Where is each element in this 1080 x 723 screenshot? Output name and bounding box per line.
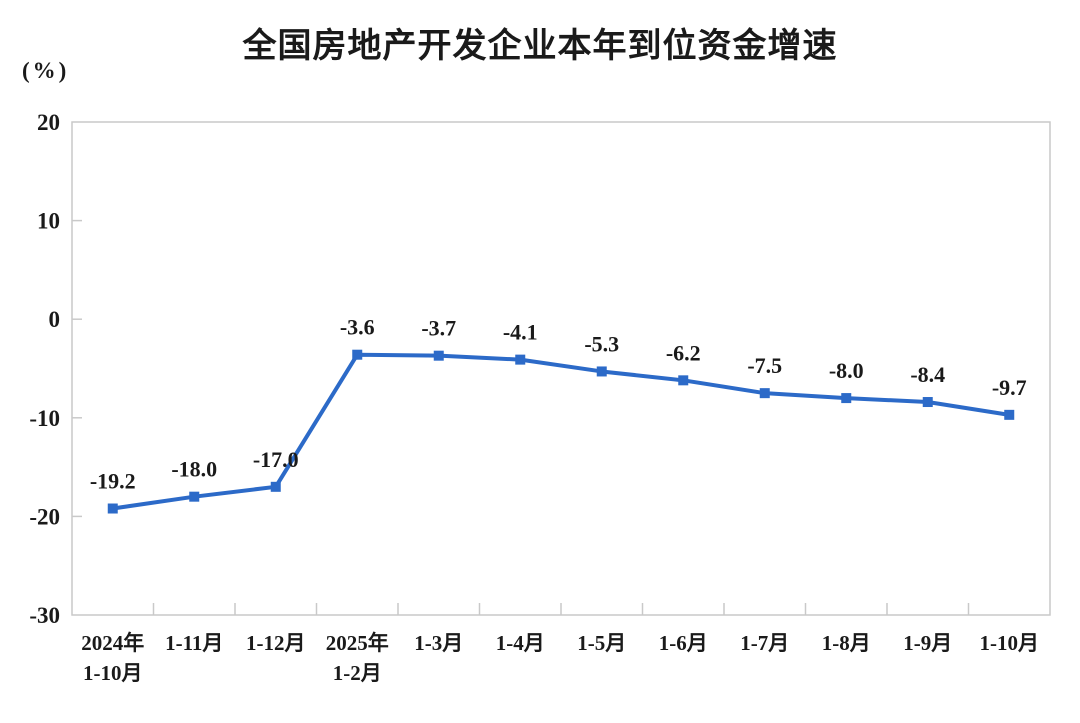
x-category-label: 1-10月 — [980, 631, 1040, 655]
data-point-label: -9.7 — [992, 375, 1027, 400]
plot-border — [71, 121, 1051, 616]
series-line — [110, 352, 1012, 511]
data-point-label: -3.7 — [421, 316, 456, 341]
data-point-label: -7.5 — [747, 353, 782, 378]
x-category-label: 1-9月 — [903, 631, 952, 655]
data-point-label: -6.2 — [666, 340, 701, 365]
x-category-label: 2025年 — [326, 631, 389, 655]
x-category-label: 1-3月 — [414, 631, 463, 655]
data-point-marker — [678, 375, 689, 386]
data-point-label: -4.1 — [503, 320, 538, 345]
data-point-marker — [189, 491, 200, 502]
data-point-label: -3.6 — [340, 315, 375, 340]
y-axis-tick-label: -10 — [29, 406, 60, 431]
data-point-label: -8.4 — [910, 362, 945, 387]
x-category-label: 1-4月 — [496, 631, 545, 655]
data-point-label: -18.0 — [171, 457, 217, 482]
data-point-label: -8.0 — [829, 358, 864, 383]
chart-title: 全国房地产开发企业本年到位资金增速 — [242, 27, 838, 65]
data-point-label: -5.3 — [584, 331, 619, 356]
x-category-label: 1-11月 — [165, 631, 223, 655]
data-point-marker — [270, 481, 281, 492]
x-category-label: 2024年 — [81, 631, 144, 655]
x-category-label: 1-2月 — [333, 661, 382, 685]
x-category-label: 1-8月 — [822, 631, 871, 655]
x-category-label: 1-7月 — [740, 631, 789, 655]
data-point-marker — [433, 350, 444, 361]
y-axis-tick-label: 10 — [37, 209, 60, 234]
x-category-label: 1-12月 — [246, 631, 306, 655]
data-point-marker — [596, 366, 607, 377]
data-point-marker — [352, 349, 363, 360]
data-point-marker — [107, 503, 118, 514]
data-point-marker — [759, 388, 770, 399]
data-point-marker — [1004, 409, 1015, 420]
data-point-marker — [841, 393, 852, 404]
y-axis-unit-label: (%) — [22, 58, 70, 83]
x-category-label: 1-6月 — [659, 631, 708, 655]
data-point-marker — [922, 397, 933, 408]
y-axis-tick-label: -30 — [29, 603, 60, 628]
x-category-label: 1-5月 — [577, 631, 626, 655]
y-axis-tick-label: -20 — [29, 504, 60, 529]
x-category-label: 1-10月 — [83, 661, 143, 685]
data-point-label: -19.2 — [90, 469, 136, 494]
y-axis-tick-label: 20 — [37, 110, 60, 135]
y-axis-tick-label: 0 — [49, 307, 61, 332]
data-point-marker — [515, 354, 526, 365]
data-point-label: -17.0 — [253, 447, 299, 472]
